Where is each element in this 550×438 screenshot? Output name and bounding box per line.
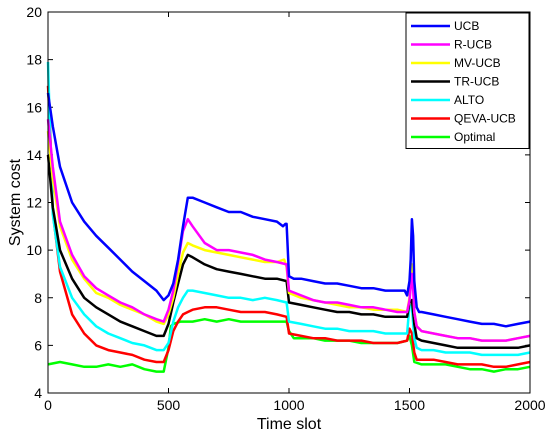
- legend-label: QEVA-UCB: [454, 112, 516, 126]
- y-tick-label: 14: [26, 147, 42, 163]
- y-tick-label: 10: [26, 242, 42, 258]
- legend: UCB R-UCB MV-UCB TR-UCB ALTO QEVA-UCB Optimal: [405, 12, 530, 149]
- x-tick-label: 1000: [273, 397, 304, 413]
- series-line-qeva-ucb: [46, 85, 531, 369]
- y-tick-label: 6: [34, 337, 42, 353]
- legend-label: R-UCB: [454, 38, 492, 52]
- y-tick-label: 12: [26, 195, 42, 211]
- x-tick-label: 1500: [394, 397, 425, 413]
- plot-frame: [47, 11, 531, 394]
- series-lines: [46, 61, 531, 373]
- x-axis-label: Time slot: [257, 416, 322, 433]
- axis-ticks: 0 500 1000 1500 2000 4 6 8 10 12 14 16 18 20: [26, 4, 545, 413]
- legend-label: UCB: [454, 19, 479, 33]
- x-tick-label: 0: [44, 397, 52, 413]
- series-line-ucb: [46, 92, 531, 328]
- series-line-tr-ucb: [46, 154, 531, 350]
- series-line-r-ucb: [46, 119, 531, 342]
- y-tick-label: 8: [34, 290, 42, 306]
- legend-label: MV-UCB: [454, 56, 501, 70]
- y-tick-label: 20: [26, 4, 42, 20]
- y-tick-label: 4: [34, 385, 42, 401]
- y-axis-label: System cost: [7, 158, 24, 246]
- x-tick-label: 500: [157, 397, 181, 413]
- legend-label: ALTO: [454, 93, 484, 107]
- y-tick-label: 16: [26, 99, 42, 115]
- legend-label: Optimal: [454, 130, 495, 144]
- x-tick-label: 2000: [514, 397, 545, 413]
- legend-label: TR-UCB: [454, 75, 499, 89]
- series-line-alto: [46, 61, 531, 357]
- y-tick-label: 18: [26, 52, 42, 68]
